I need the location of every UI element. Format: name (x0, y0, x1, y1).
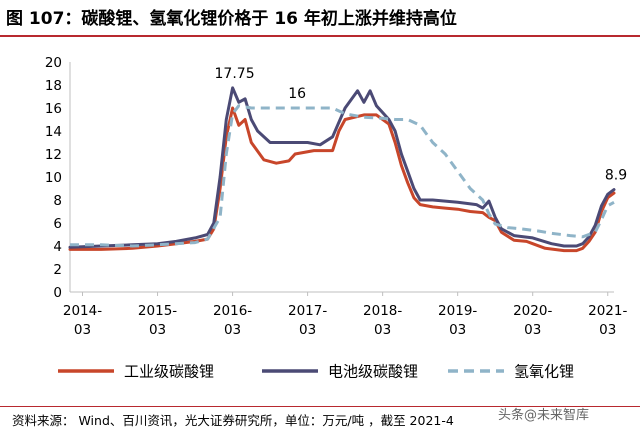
line-chart: 0 2 4 6 8 10 12 14 16 18 20 2014- 03 2015- 03 2016- 03 20… (45, 55, 628, 381)
data-label: 17.75 (215, 66, 255, 82)
watermark-text: 头条@未来智库 (498, 408, 590, 423)
x-tick-label: 2021- (588, 303, 627, 319)
chart-legend: 工业级碳酸锂 电池级碳酸锂 氢氧化锂 (58, 363, 574, 381)
x-tick-label: 03 (149, 322, 166, 338)
x-tick-label: 2018- (363, 303, 402, 319)
series-line-3 (70, 104, 615, 248)
x-tick-label: 03 (599, 322, 616, 338)
series-line-2 (68, 86, 616, 249)
x-tick-label: 03 (224, 322, 241, 338)
data-label: 8.9 (605, 168, 627, 184)
figure-title: 图 107：碳酸锂、氢氧化锂价格于 16 年初上涨并维持高位 (6, 9, 457, 29)
x-tick-label: 03 (299, 322, 316, 338)
series-layer (68, 86, 616, 253)
y-tick-label: 18 (45, 78, 62, 94)
x-tick-label: 03 (374, 322, 391, 338)
title-divider (0, 35, 640, 37)
x-tick-label: 2020- (513, 303, 552, 319)
y-tick-label: 20 (45, 55, 62, 71)
series-line-1 (68, 106, 616, 253)
y-tick-label: 0 (53, 285, 62, 301)
y-tick-label: 10 (45, 170, 62, 186)
x-tick-label: 2019- (438, 303, 477, 319)
x-tick-label: 2015- (138, 303, 177, 319)
y-tick-label: 6 (53, 216, 62, 232)
y-tick-label: 8 (53, 193, 62, 209)
x-tick-label: 03 (74, 322, 91, 338)
x-tick-label: 2017- (288, 303, 327, 319)
legend-label: 氢氧化锂 (514, 363, 574, 381)
y-tick-label: 14 (45, 124, 62, 140)
x-tick-label: 03 (524, 322, 541, 338)
data-label: 16 (288, 86, 306, 102)
y-tick-label: 2 (53, 262, 62, 278)
annotation-layer: 17.75 16 8.9 (215, 66, 628, 184)
chart-axes: 0 2 4 6 8 10 12 14 16 18 20 2014- 03 2015- 03 2016- 03 20… (45, 55, 628, 338)
legend-label: 电池级碳酸锂 (328, 363, 418, 381)
y-tick-label: 16 (45, 101, 62, 117)
y-tick-label: 4 (53, 239, 62, 255)
source-note: 资料来源： Wind、百川资讯，光大证券研究所，单位：万元/吨 ，截至 2021… (12, 413, 454, 428)
source-divider (0, 406, 640, 407)
x-tick-label: 03 (449, 322, 466, 338)
y-tick-label: 12 (45, 147, 62, 163)
legend-label: 工业级碳酸锂 (124, 363, 214, 381)
x-tick-label: 2014- (63, 303, 102, 319)
x-tick-label: 2016- (213, 303, 252, 319)
